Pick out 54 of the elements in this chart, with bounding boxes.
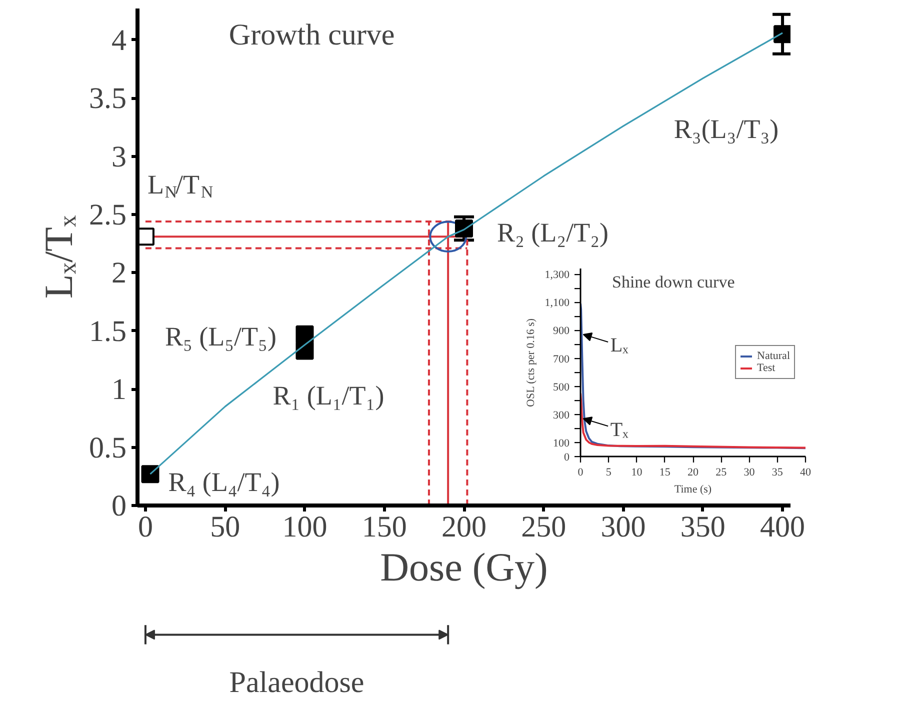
point (774, 25, 790, 44)
y-tick-label: 3.5 (89, 82, 126, 116)
y-tick-label: 100 (553, 437, 570, 450)
point (141, 465, 160, 484)
chart-title: Growth curve (228, 18, 395, 52)
y-axis-title: Lₓ/Tₓ (36, 215, 81, 299)
annotation: Lₓ (610, 334, 629, 357)
x-tick-label: 15 (659, 466, 671, 478)
annotation: R₄ (L₄/T₄) (168, 467, 280, 498)
x-tick-label: 100 (282, 510, 328, 544)
y-tick-label: 2.5 (89, 198, 126, 232)
x-tick-label: 400 (760, 510, 806, 544)
y-tick-label: 0.5 (89, 431, 126, 464)
legend-label: Test (757, 362, 776, 374)
x-tick-label: 0 (138, 510, 153, 544)
x-tick-label: 350 (680, 510, 726, 544)
x-axis-title: Time (s) (674, 484, 712, 496)
y-tick-label: 4 (112, 24, 126, 57)
y-tick-label: 1 (112, 373, 126, 406)
y-tick-label: 900 (553, 325, 570, 338)
annotation: Tₓ (610, 418, 629, 441)
x-tick-label: 25 (716, 466, 728, 478)
y-tick-label: 0 (564, 452, 570, 464)
x-tick-label: 5 (606, 466, 612, 478)
y-tick-label: 500 (553, 381, 570, 394)
y-tick-label: 1,100 (544, 297, 570, 310)
y-tick-label: 2 (112, 256, 126, 290)
x-axis-title: Dose (Gy) (380, 544, 548, 590)
y-tick-label: 300 (553, 409, 570, 422)
y-tick-label: 700 (553, 353, 570, 366)
x-tick-label: 50 (210, 510, 240, 544)
x-tick-label: 35 (772, 466, 784, 478)
y-tick-label: 1.5 (89, 314, 126, 348)
x-tick-label: 300 (600, 510, 646, 544)
x-tick-label: 30 (744, 466, 756, 478)
y-tick-label: 1,300 (544, 269, 570, 282)
annotation: R₂ (L₂/T₂) (497, 217, 608, 248)
x-tick-label: 150 (362, 510, 407, 544)
x-tick-label: 40 (800, 466, 812, 478)
annotation: R₁ (L₁/T₁) (272, 380, 384, 411)
x-tick-label: 20 (688, 466, 699, 478)
legend-label: Natural (757, 350, 790, 362)
x-tick-label: 0 (578, 466, 584, 478)
y-tick-label: 0 (112, 490, 126, 522)
y-axis-title: OSL (cts per 0.16 s) (524, 318, 537, 407)
chart-title: Shine down curve (612, 272, 735, 292)
x-tick-label: 200 (442, 510, 486, 544)
text: Palaeodose (229, 666, 364, 700)
x-tick-label: 10 (631, 466, 643, 478)
point (296, 342, 314, 360)
x-tick-label: 250 (521, 510, 566, 544)
annotation: R₅ (L₅/T₅) (164, 321, 276, 352)
y-tick-label: 3 (112, 140, 126, 174)
annotation: R₃(L₃/T₃) (674, 114, 779, 144)
